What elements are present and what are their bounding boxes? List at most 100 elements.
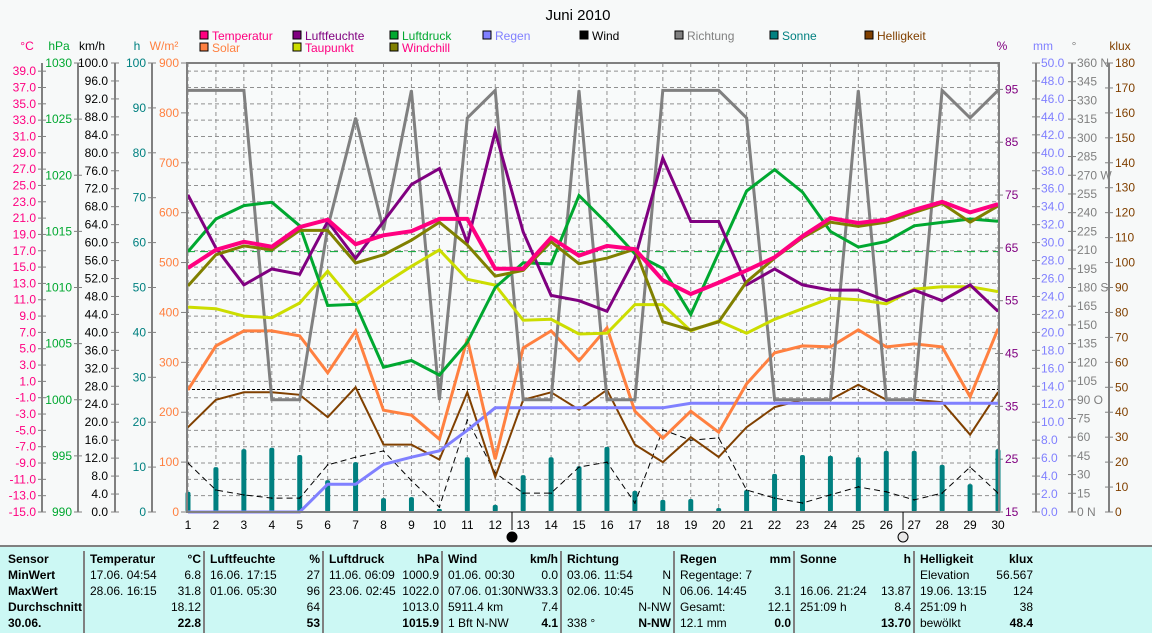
stats-unit: °C (187, 552, 201, 566)
point-temp-day-2 (215, 249, 217, 251)
axis-tick-label-hours: 90 (133, 101, 147, 115)
series-press (186, 167, 999, 377)
stats-row: 5911.4 km 7.4 (443, 599, 562, 615)
point-wind-day-27 (913, 499, 916, 501)
point-chill-day-2 (215, 254, 217, 256)
point-dir-day-28 (941, 89, 943, 92)
axis-tick-label-temp: 31.0 (13, 129, 37, 143)
series-line-bright (187, 383, 999, 481)
bar-sun-day-6 (325, 480, 331, 512)
stats-cell-label: 23.06. 02:45 (329, 584, 396, 598)
chart-title: Juni 2010 (545, 7, 610, 24)
point-chill-day-12 (494, 275, 497, 277)
point-chill-day-10 (438, 221, 441, 223)
legend-swatch-bright (864, 30, 874, 40)
legend-label-dir: Richtung (687, 29, 734, 43)
point-bright-day-21 (745, 426, 748, 428)
point-solar-day-26 (885, 346, 888, 348)
point-temp-day-22 (773, 256, 776, 259)
point-rain-day-22 (773, 402, 776, 405)
bar-sun-day-18 (660, 499, 666, 512)
point-hum-day-16 (606, 310, 608, 313)
x-tick-label: 7 (352, 518, 359, 532)
point-wind-day-24 (829, 494, 832, 496)
series-solar (186, 324, 1000, 460)
stats-cell-label: 07.06. 01:30NW (448, 584, 535, 598)
point-bright-day-2 (215, 398, 217, 401)
axis-tick-label-kmh: 68.0 (85, 200, 109, 214)
legend-label-dew: Taupunkt (305, 41, 354, 55)
axis-tick-label-press: 1020 (45, 168, 72, 182)
axis-tick-label-hours: 30 (133, 370, 147, 384)
bar-sun-day-27 (911, 450, 917, 512)
axis-tick-label-klux: 10 (1115, 480, 1129, 494)
stats-column-richtung: Richtung 03.06. 11:54 N 02.06. 10:45 N N-NW 33… (560, 551, 675, 633)
point-dir-day-12 (494, 89, 497, 92)
stats-row: 13.70 (795, 615, 915, 631)
point-dew-day-26 (885, 303, 888, 305)
stats-header-row: Regen mm (675, 551, 795, 567)
axis-tick-label-klux: 50 (1115, 380, 1129, 394)
series-line-dir (188, 87, 1000, 402)
legend-label-solar: Solar (212, 41, 240, 55)
stats-row-label: Durchschnitt (8, 600, 83, 614)
axis-tick-label-hours: 60 (133, 236, 147, 250)
axis-tick-label-press: 1015 (45, 224, 72, 238)
point-rain-day-8 (382, 463, 385, 466)
stats-column-luftdruck: Luftdruck hPa 11.06. 06:09 1000.9 23.06. 02:… (322, 551, 443, 633)
point-press-day-8 (382, 366, 385, 368)
point-hum-day-20 (717, 220, 720, 223)
axis-tick-label-deg: 105 (1077, 374, 1097, 388)
axis-tick-label-wm2: 800 (159, 106, 179, 120)
point-wind-day-18 (662, 429, 664, 431)
point-chill-day-21 (745, 280, 748, 283)
axis-tick-label-deg: 360 N (1077, 56, 1109, 70)
axis-tick-label-mm: 22.0 (1041, 307, 1065, 321)
point-dir-day-17 (634, 398, 636, 401)
point-press-day-14 (550, 263, 552, 265)
stats-header-row: Wind km/h (443, 551, 562, 567)
stats-row: Gesamt: 12.1 (675, 599, 795, 615)
point-rain-day-18 (662, 407, 664, 409)
axis-tick-label-wm2: 700 (159, 156, 179, 170)
x-tick-label: 14 (544, 518, 558, 532)
bar-sun-day-3 (241, 449, 247, 512)
bar-sun-day-9 (408, 497, 414, 512)
point-dir-day-2 (215, 89, 217, 92)
point-press-day-7 (354, 303, 357, 306)
axis-unit-wm2: W/m² (150, 39, 179, 53)
axis-tick-label-kmh: 52.0 (85, 272, 109, 286)
point-solar-day-22 (773, 352, 776, 354)
point-temp-day-13 (522, 267, 524, 270)
axis-tick-label-kmh: 28.0 (85, 379, 109, 393)
point-dir-day-15 (578, 89, 580, 92)
point-dew-day-9 (410, 265, 413, 268)
axis-tick-label-wm2: 300 (159, 355, 179, 369)
stats-row-label: Sensor (8, 552, 49, 566)
axis-tick-label-mm: 26.0 (1041, 272, 1065, 286)
new-moon-icon (506, 531, 518, 543)
legend-swatch-dew (292, 42, 302, 52)
point-chill-day-15 (578, 263, 580, 265)
point-bright-day-18 (662, 461, 664, 463)
axis-tick-label-wm2: 200 (159, 405, 179, 419)
axis-tick-label-deg: 210 (1077, 243, 1097, 257)
bar-sun-day-14 (548, 457, 554, 512)
stats-row: 12.1 mm 0.0 (675, 615, 795, 631)
axis-tick-label-temp: -9.0 (15, 456, 36, 470)
axis-tick-label-temp: -5.0 (15, 423, 36, 437)
axis-tick-label-deg: 165 (1077, 299, 1097, 313)
stats-cell-label: Regentage: 7 (680, 568, 753, 582)
point-solar-day-18 (662, 437, 664, 439)
axis-tick-label-kmh: 48.0 (85, 289, 109, 303)
point-hum-day-13 (522, 231, 524, 233)
point-chill-day-6 (326, 229, 329, 232)
bar-sun-day-25 (855, 457, 861, 512)
point-chill-day-3 (243, 245, 245, 247)
axis-tick-label-klux: 120 (1115, 206, 1135, 220)
point-bright-day-17 (634, 443, 636, 446)
series-line-solar (186, 324, 1000, 460)
point-press-day-6 (326, 304, 329, 307)
stats-unit: % (309, 552, 320, 566)
point-dew-day-3 (243, 315, 245, 317)
